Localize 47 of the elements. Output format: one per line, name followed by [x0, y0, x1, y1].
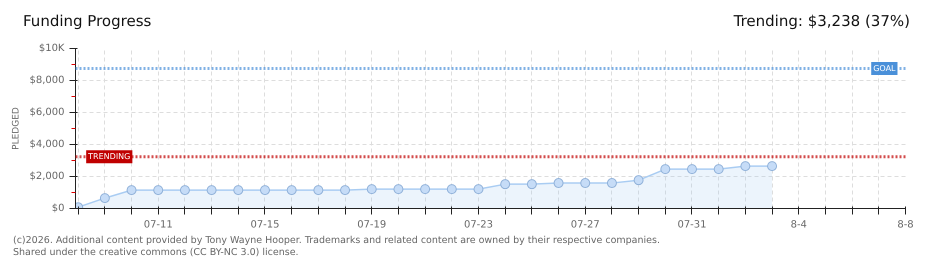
text: Shared under the creative commons (CC BY-NC 3.0) license.	[13, 247, 299, 258]
y-tick-label: $4,000	[30, 139, 65, 150]
ref-line-label: GOAL	[873, 64, 896, 73]
chart-title: Funding Progress	[23, 11, 152, 32]
text: (c)2026. Additional content provided by Tony Wayne Hooper. Trademarks and related content are owned by their respective companies.	[13, 235, 660, 246]
point	[446, 184, 457, 194]
y-tick-label: $6,000	[30, 107, 65, 118]
point	[153, 185, 164, 196]
point	[660, 164, 670, 174]
point	[393, 184, 404, 194]
x-tick-label: 8-4	[790, 220, 807, 230]
point	[606, 178, 617, 188]
point	[206, 185, 217, 196]
text: Trending: $3,238 (37%)	[734, 11, 910, 32]
point	[126, 185, 137, 196]
point	[286, 185, 297, 196]
point	[313, 185, 324, 196]
x-tick-label: 07-27	[570, 220, 600, 230]
ref-line-label: TRENDING	[87, 152, 130, 162]
y-tick-label: $0	[52, 203, 65, 214]
point	[580, 178, 590, 188]
point	[420, 184, 430, 194]
point	[714, 164, 724, 174]
point	[500, 179, 510, 190]
point	[260, 185, 270, 196]
point	[180, 185, 190, 196]
point	[634, 175, 644, 186]
x-tick-label: 07-19	[357, 220, 386, 230]
x-tick-label: 07-31	[677, 220, 707, 230]
point	[233, 185, 244, 196]
point	[740, 161, 750, 172]
y-axis-title: PLEDGED	[12, 107, 22, 150]
point	[526, 179, 537, 190]
point	[473, 184, 484, 194]
point	[686, 164, 697, 174]
x-tick-label: 07-15	[250, 220, 280, 230]
point	[767, 161, 778, 172]
x-tick-label: 07-23	[464, 220, 494, 230]
x-tick-label: 07-11	[144, 220, 173, 230]
y-tick-label: $10K	[38, 43, 65, 54]
point	[100, 193, 110, 204]
y-tick-label: $2,000	[30, 171, 65, 182]
x-tick-label: 8-8	[897, 220, 914, 230]
point	[554, 178, 564, 188]
point	[340, 185, 350, 196]
point	[366, 184, 377, 194]
y-tick-label: $8,000	[30, 75, 65, 86]
